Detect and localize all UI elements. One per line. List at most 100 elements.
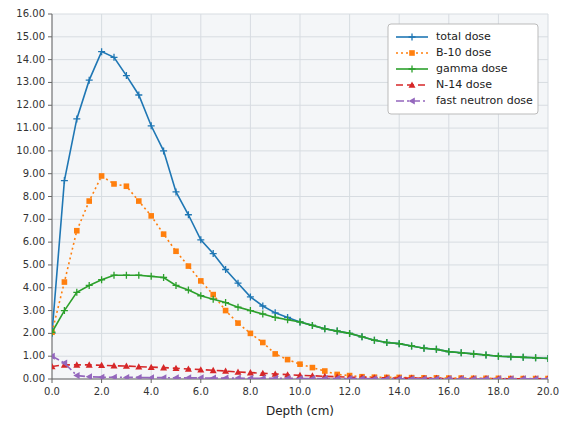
data-point: [111, 54, 118, 61]
y-tick-label: 6.00: [23, 236, 45, 247]
data-point: [222, 368, 229, 374]
x-tick: [151, 379, 152, 383]
data-point: [86, 282, 93, 289]
data-point: [383, 339, 390, 346]
data-point: [545, 355, 549, 362]
y-tick: [48, 264, 52, 265]
data-point: [148, 122, 155, 129]
data-point: [458, 349, 465, 356]
data-point: [272, 351, 278, 357]
data-point: [223, 308, 229, 314]
legend-marker: [409, 34, 416, 41]
data-point: [61, 307, 68, 314]
data-point: [321, 325, 328, 332]
data-point: [235, 280, 242, 287]
data-point: [259, 303, 266, 310]
x-tick-label: 14.0: [388, 386, 410, 397]
data-point: [52, 363, 56, 369]
data-point: [61, 360, 67, 367]
data-point: [160, 147, 167, 154]
legend-marker: [409, 66, 416, 73]
data-point: [520, 375, 526, 379]
data-point: [73, 289, 80, 296]
data-point: [334, 328, 341, 335]
series-group: [52, 48, 548, 379]
y-tick-label: 0.00: [23, 373, 45, 384]
y-tick: [48, 105, 52, 106]
y-tick-label: 4.00: [23, 282, 45, 293]
series-line: [52, 275, 548, 358]
data-point: [470, 350, 477, 357]
data-point: [62, 279, 68, 285]
data-point: [123, 272, 130, 279]
x-grid-line: [548, 14, 549, 379]
data-point: [111, 374, 117, 379]
data-point: [160, 364, 167, 370]
y-tick-label: 16.00: [16, 8, 45, 19]
data-point: [346, 330, 353, 337]
data-point: [470, 375, 477, 379]
data-point: [396, 375, 402, 379]
data-point: [135, 374, 141, 379]
y-tick: [48, 82, 52, 83]
data-point: [371, 375, 377, 379]
series-line: [52, 356, 548, 379]
data-point: [458, 375, 465, 379]
data-point: [259, 375, 265, 379]
data-point: [297, 318, 304, 325]
data-point: [433, 346, 440, 353]
y-tick: [48, 173, 52, 174]
x-axis-label: Depth (cm): [266, 404, 334, 418]
data-point: [334, 375, 340, 379]
data-point: [408, 342, 415, 349]
data-point: [284, 316, 291, 323]
data-point: [73, 361, 80, 367]
data-point: [545, 375, 549, 379]
data-point: [52, 329, 56, 336]
y-tick: [48, 128, 52, 129]
data-point: [383, 339, 390, 346]
x-tick-label: 10.0: [289, 386, 311, 397]
data-point: [433, 346, 440, 353]
legend-label: gamma dose: [436, 62, 508, 75]
data-point: [136, 198, 142, 204]
data-point: [61, 177, 68, 184]
data-point: [135, 272, 142, 279]
data-point: [458, 375, 464, 379]
data-point: [396, 340, 403, 347]
data-point: [321, 375, 327, 379]
legend-label: N-14 dose: [436, 78, 492, 91]
x-tick-label: 20.0: [537, 386, 559, 397]
data-point: [111, 272, 118, 279]
legend-label: total dose: [436, 30, 491, 43]
data-point: [123, 374, 129, 379]
data-point: [445, 348, 452, 355]
y-tick-label: 8.00: [23, 191, 45, 202]
data-point: [111, 362, 118, 368]
series-line: [52, 52, 548, 359]
x-tick-label: 4.0: [143, 386, 159, 397]
x-tick: [250, 379, 251, 383]
data-point: [421, 345, 428, 352]
data-point: [272, 314, 279, 321]
data-point: [284, 375, 290, 379]
data-point: [260, 340, 266, 346]
x-grid-line: [101, 14, 102, 379]
data-point: [185, 211, 192, 218]
chart: 0.001.002.003.004.005.006.007.008.009.00…: [0, 0, 564, 425]
data-point: [421, 375, 427, 379]
data-point: [532, 354, 539, 361]
data-point: [197, 374, 203, 379]
data-point: [148, 364, 155, 370]
grid: [52, 14, 548, 379]
data-point: [408, 375, 414, 379]
data-point: [247, 375, 253, 379]
y-tick: [48, 196, 52, 197]
data-point: [520, 376, 526, 379]
y-tick-label: 3.00: [23, 305, 45, 316]
data-point: [235, 375, 241, 379]
data-point: [470, 350, 477, 357]
data-point: [197, 366, 204, 372]
series-line: [52, 176, 548, 379]
data-point: [197, 236, 204, 243]
